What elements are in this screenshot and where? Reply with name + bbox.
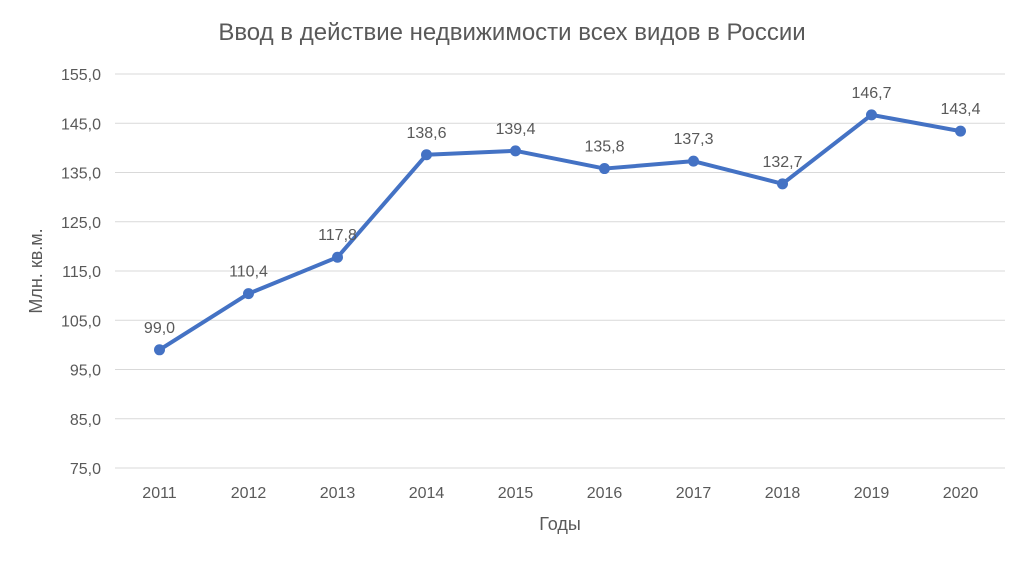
- y-tick-label: 95,0: [70, 363, 101, 380]
- grid: [115, 73, 1005, 469]
- data-label: 139,4: [495, 121, 535, 138]
- y-axis-label: Млн. кв.м.: [26, 228, 46, 313]
- x-tick-label: 2015: [498, 485, 534, 502]
- series-line: [157, 112, 963, 352]
- data-point: [777, 178, 788, 190]
- x-tick-label: 2013: [320, 485, 356, 502]
- data-point: [332, 251, 343, 263]
- data-label: 143,4: [940, 101, 980, 118]
- y-tick-label: 115,0: [62, 264, 101, 281]
- data-label: 117,8: [318, 227, 357, 244]
- data-label: 110,4: [229, 264, 268, 281]
- series: [154, 109, 966, 356]
- x-tick-label: 2012: [231, 485, 267, 502]
- y-tick-label: 85,0: [70, 412, 101, 429]
- data-point: [421, 149, 432, 161]
- y-tick-label: 105,0: [61, 313, 101, 330]
- data-point: [688, 155, 699, 167]
- data-point: [243, 288, 254, 300]
- x-tick-label: 2020: [943, 485, 979, 502]
- data-label: 137,3: [673, 131, 713, 148]
- chart-title: Ввод в действие недвижимости всех видов …: [218, 19, 805, 46]
- x-tick-label: 2018: [765, 485, 801, 502]
- y-tick-label: 125,0: [61, 215, 101, 232]
- data-point: [866, 109, 877, 121]
- y-tick-label: 155,0: [61, 67, 101, 84]
- y-axis-ticks: 75,0 85,0 95,0 105,0 115,0 125,0 135,0 145,0 155…: [61, 67, 101, 478]
- x-tick-label: 2014: [409, 485, 445, 502]
- data-point: [510, 145, 521, 157]
- x-tick-label: 2011: [142, 485, 177, 502]
- x-axis-ticks: 2011 2012 2013 2014 2015 2016 2017 2018 2019 2020: [142, 485, 978, 502]
- x-tick-label: 2019: [854, 485, 890, 502]
- y-tick-label: 135,0: [61, 166, 101, 183]
- data-label: 99,0: [144, 320, 175, 337]
- data-label: 132,7: [762, 154, 802, 171]
- data-point: [154, 344, 165, 356]
- y-tick-label: 145,0: [61, 116, 101, 133]
- data-labels: 99,0 110,4 117,8 138,6 139,4 135,8 137,3 132,7 1…: [144, 85, 981, 337]
- x-tick-label: 2017: [676, 485, 712, 502]
- data-label: 146,7: [851, 85, 891, 102]
- data-label: 138,6: [406, 125, 446, 142]
- x-axis-label: Годы: [539, 514, 581, 534]
- data-point: [599, 163, 610, 175]
- data-point: [955, 125, 966, 137]
- y-tick-label: 75,0: [70, 461, 101, 478]
- x-tick-label: 2016: [587, 485, 623, 502]
- data-label: 135,8: [584, 139, 624, 156]
